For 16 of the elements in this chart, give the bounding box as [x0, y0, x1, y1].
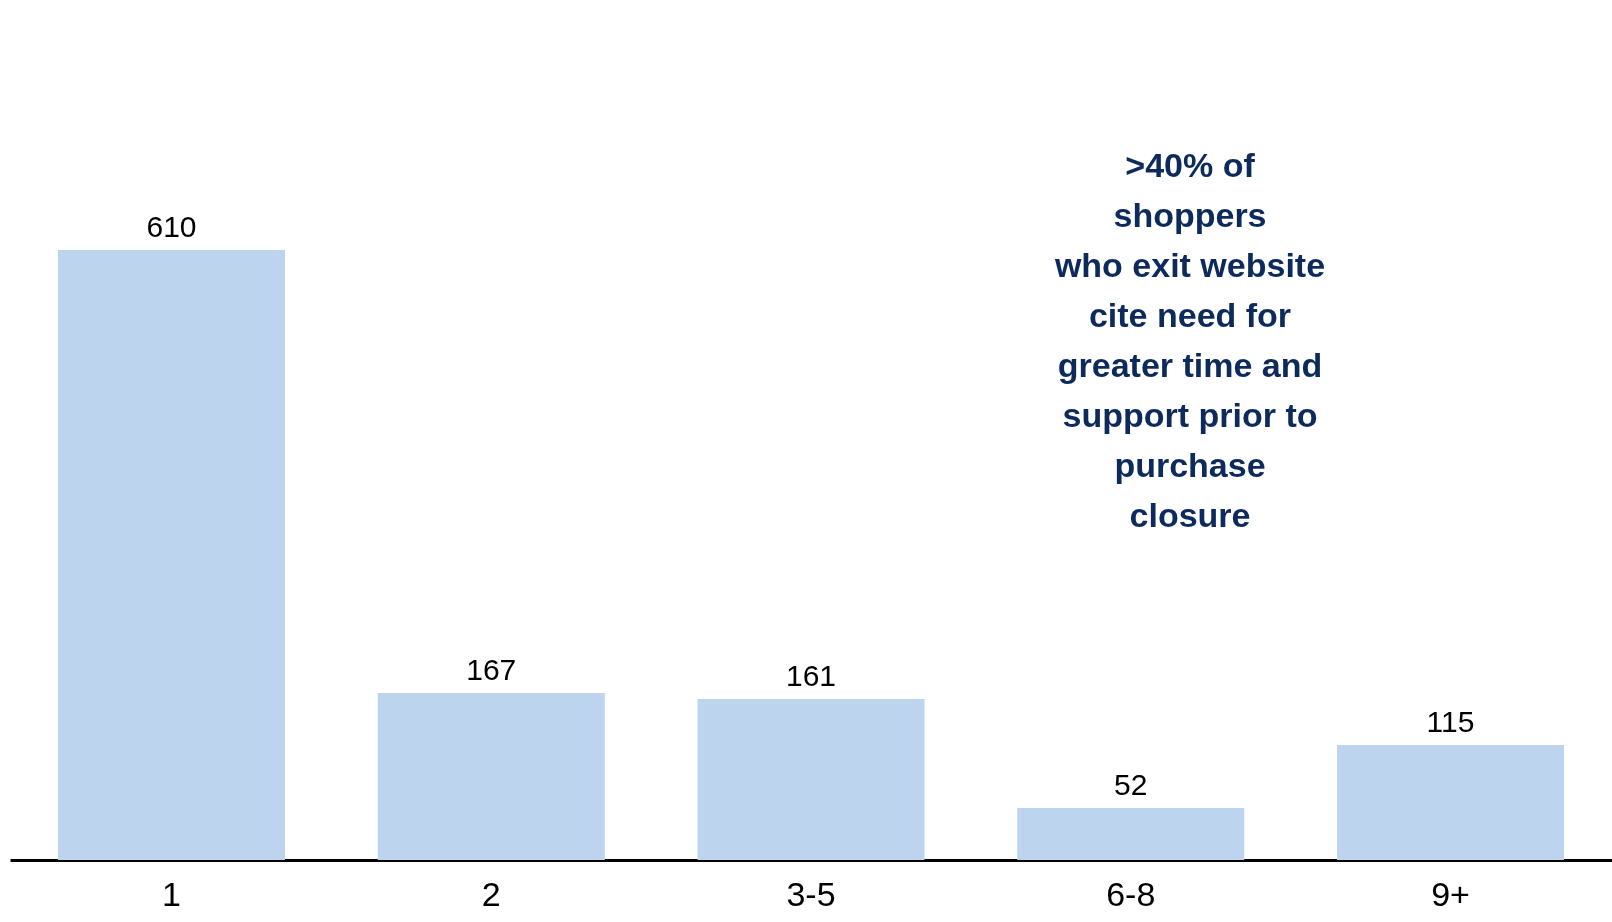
bar: [1017, 808, 1245, 860]
data-label: 52: [1114, 768, 1148, 801]
bar: [377, 693, 605, 860]
x-tick-label: 3-5: [786, 874, 836, 913]
data-label: 115: [1426, 705, 1475, 738]
x-tick-label: 2: [481, 874, 501, 913]
bar: [697, 699, 925, 860]
data-label: 167: [466, 653, 517, 686]
x-tick-label: 9+: [1431, 874, 1470, 913]
bar: [57, 250, 285, 860]
data-label: 610: [146, 210, 197, 243]
x-tick-label: 6-8: [1106, 874, 1156, 913]
data-label: 161: [785, 659, 837, 692]
x-tick-label: 1: [162, 874, 181, 913]
annotation: >40% of shoppers who exit website cite need for greater time and support prior to purchase closure: [1053, 146, 1326, 534]
bar: [1337, 745, 1565, 860]
